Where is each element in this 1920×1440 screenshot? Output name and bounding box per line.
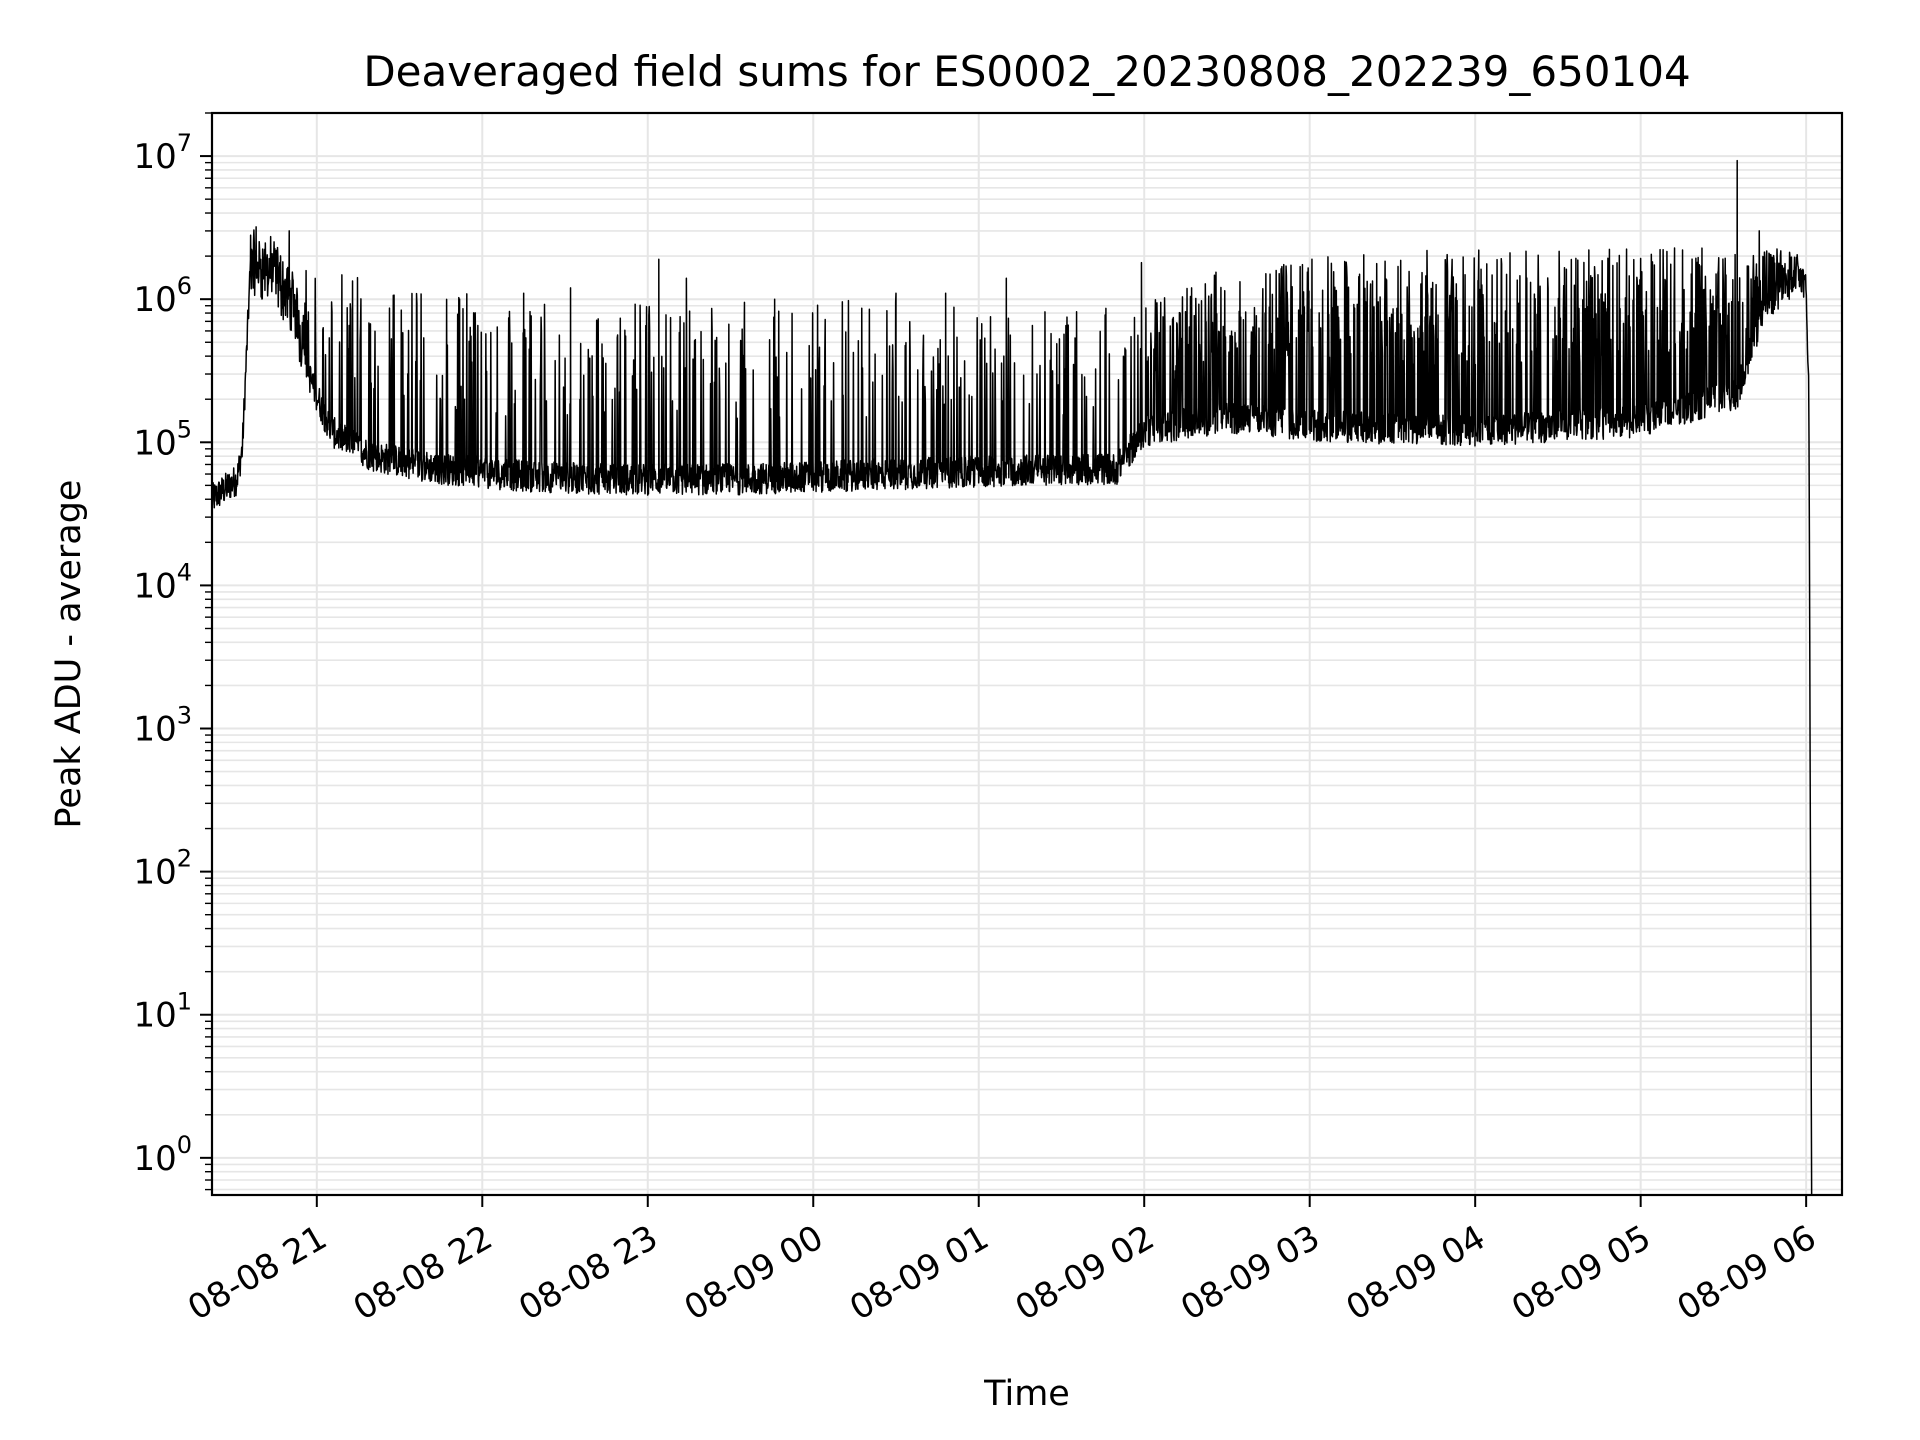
y-tick-label-base: 10 (133, 1139, 176, 1179)
y-tick-label: 105 (133, 415, 192, 463)
y-tick-label: 101 (133, 988, 192, 1036)
series-layer (212, 159, 1813, 1195)
y-tick-label-exponent: 5 (177, 415, 192, 443)
x-axis-label: Time (983, 1374, 1070, 1414)
y-tick-label-base: 10 (133, 423, 176, 463)
y-tick-label: 103 (133, 702, 192, 750)
y-tick-label-exponent: 2 (177, 845, 192, 873)
y-tick-label-base: 10 (133, 137, 176, 177)
y-tick-label-base: 10 (133, 996, 176, 1036)
y-tick-label: 104 (133, 558, 192, 606)
grid-lines (212, 112, 1842, 1195)
y-tick-label: 102 (133, 845, 192, 893)
y-tick-label-exponent: 7 (177, 129, 192, 157)
y-tick-label: 106 (133, 272, 192, 320)
plot-frame (210, 111, 1844, 1197)
y-tick-label-base: 10 (133, 710, 176, 750)
y-tick-label-exponent: 3 (177, 702, 192, 730)
y-tick-label: 107 (133, 129, 192, 177)
y-tick-label-exponent: 6 (177, 272, 192, 300)
y-tick-label-exponent: 4 (177, 558, 192, 586)
y-tick-label-exponent: 0 (177, 1131, 192, 1159)
y-tick-label: 100 (133, 1131, 192, 1179)
y-axis-label: Peak ADU - average (49, 480, 89, 829)
y-tick-label-base: 10 (133, 280, 176, 320)
y-tick-label-base: 10 (133, 853, 176, 893)
y-tick-label-exponent: 1 (177, 988, 192, 1016)
chart-title: Deaveraged field sums for ES0002_2023080… (363, 47, 1690, 96)
y-tick-label-base: 10 (133, 566, 176, 606)
axis-ticks (200, 112, 1808, 1207)
series-line (212, 159, 1813, 1195)
